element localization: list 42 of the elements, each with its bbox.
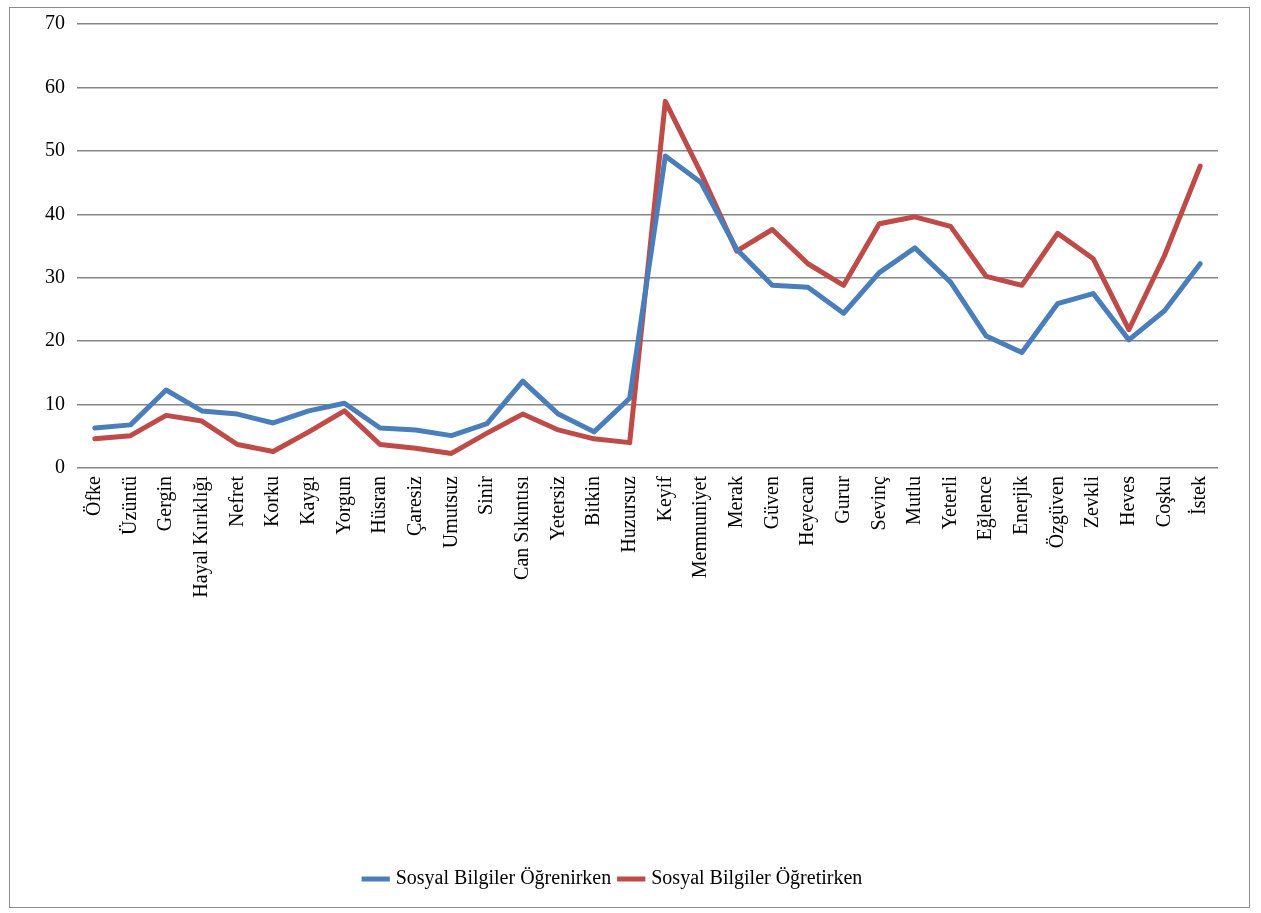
y-tick-label: 30	[45, 264, 65, 287]
x-tick-label: Üzüntü	[117, 476, 140, 535]
x-tick-label: Nefret	[224, 475, 247, 528]
x-tick-label: Heves	[1116, 475, 1139, 526]
x-tick-label: Gurur	[830, 475, 853, 524]
x-tick-label: Zevkli	[1080, 475, 1103, 529]
x-tick-label: İstek	[1187, 476, 1210, 515]
x-tick-label: Çaresiz	[402, 475, 426, 536]
x-tick-label: Hayal Kırıklığı	[189, 475, 213, 598]
x-tick-label: Korku	[260, 476, 283, 528]
y-tick-label: 10	[45, 391, 65, 414]
x-tick-label: Hüsran	[367, 476, 390, 534]
x-tick-label: Merak	[723, 476, 746, 529]
y-tick-label: 70	[45, 11, 65, 34]
x-tick-label: Yetersiz	[545, 475, 568, 541]
x-tick-label: Bitkin	[581, 476, 604, 527]
x-tick-label: Huzursuz	[616, 475, 639, 553]
y-tick-label: 0	[55, 455, 65, 478]
x-tick-label: Sinir	[474, 475, 497, 515]
x-tick-label: Kaygı	[296, 475, 320, 525]
y-tick-label: 20	[45, 328, 65, 351]
x-tick-label: Gergin	[153, 476, 177, 532]
legend-label: Sosyal Bilgiler Öğretirken	[651, 866, 863, 890]
y-tick-label: 50	[45, 138, 65, 161]
legend-label: Sosyal Bilgiler Öğrenirken	[395, 866, 612, 890]
x-tick-label: Özgüven	[1044, 476, 1068, 549]
x-tick-label: Heyecan	[795, 476, 819, 546]
x-tick-label: Yeterli	[937, 475, 960, 530]
x-tick-label: Coşku	[1151, 476, 1175, 528]
x-tick-label: Enerjik	[1009, 476, 1033, 535]
y-tick-label: 60	[45, 74, 65, 97]
x-tick-label: Sevinç	[866, 475, 890, 531]
y-tick-label: 40	[45, 201, 65, 224]
x-tick-label: Öfke	[82, 475, 105, 516]
x-tick-label: Mutlu	[902, 476, 925, 525]
x-tick-label: Umutsuz	[438, 475, 461, 549]
x-tick-label: Yorgun	[331, 476, 355, 535]
x-tick-label: Memnuniyet	[688, 475, 712, 579]
x-tick-label: Keyif	[652, 475, 676, 522]
x-tick-label: Eğlence	[973, 475, 997, 541]
x-tick-label: Can Sıkıntısı	[509, 475, 532, 580]
x-tick-label: Güven	[759, 476, 782, 530]
